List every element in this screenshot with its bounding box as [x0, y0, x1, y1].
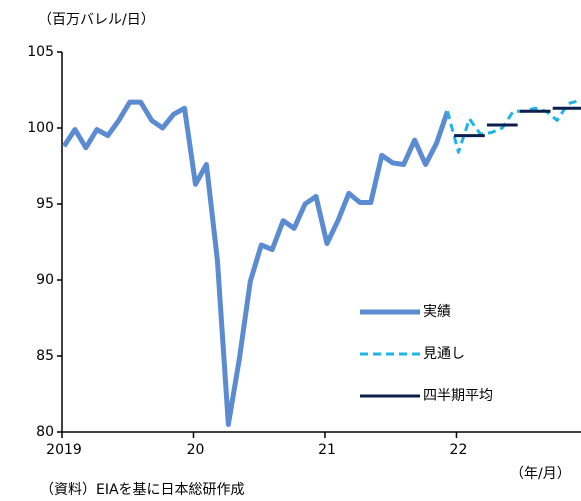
y-tick-label: 100: [27, 120, 54, 136]
x-axis-label: （年/月）: [510, 466, 571, 482]
source-note: （資料）EIAを基に日本総研作成: [40, 481, 245, 498]
y-tick-label: 80: [36, 424, 54, 440]
x-tick-label: 22: [450, 442, 468, 458]
y-tick-label: 85: [36, 348, 54, 364]
y-tick-label: 105: [27, 44, 54, 60]
x-tick-label: 21: [318, 442, 336, 458]
x-tick-label: 2019: [46, 442, 82, 458]
series-line: [61, 99, 450, 427]
y-axis-label: （百万バレル/日）: [38, 12, 155, 28]
legend-label: 四半期平均: [423, 388, 493, 404]
legend-label: 実績: [423, 304, 451, 320]
legend-label: 見通し: [423, 346, 465, 362]
y-tick-label: 90: [36, 272, 54, 288]
series-line: [446, 99, 580, 154]
y-tick-label: 95: [36, 196, 54, 212]
x-tick-label: 20: [187, 442, 205, 458]
